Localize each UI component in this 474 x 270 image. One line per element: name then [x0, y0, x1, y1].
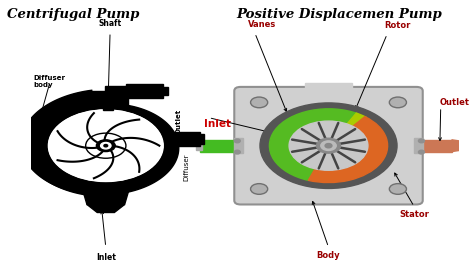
Circle shape	[49, 110, 163, 181]
Bar	[91, 91, 124, 96]
Circle shape	[317, 138, 340, 153]
Circle shape	[419, 139, 424, 143]
Text: Diffuser: Diffuser	[183, 153, 189, 181]
Text: Stator: Stator	[399, 210, 429, 219]
Text: Outlet: Outlet	[175, 109, 182, 134]
Text: Rotor: Rotor	[384, 21, 410, 30]
Text: Body: Body	[317, 251, 340, 260]
Circle shape	[234, 139, 240, 143]
Circle shape	[104, 144, 108, 147]
Text: Inlet: Inlet	[96, 252, 116, 262]
Circle shape	[48, 110, 163, 181]
Circle shape	[289, 121, 368, 170]
Bar	[103, 95, 113, 110]
Circle shape	[389, 97, 407, 108]
Text: Positive Displacemen Pump: Positive Displacemen Pump	[237, 8, 442, 21]
Polygon shape	[82, 188, 129, 204]
Circle shape	[49, 110, 163, 181]
Wedge shape	[308, 117, 388, 183]
Circle shape	[234, 150, 240, 154]
Circle shape	[325, 144, 332, 148]
Circle shape	[96, 140, 115, 151]
Bar	[234, 138, 243, 153]
Circle shape	[419, 150, 424, 154]
Polygon shape	[452, 140, 463, 151]
Circle shape	[39, 104, 172, 187]
Text: Diffuser
body: Diffuser body	[33, 75, 65, 88]
Bar	[414, 138, 423, 153]
Text: Inlet: Inlet	[204, 119, 231, 129]
Circle shape	[321, 141, 336, 150]
Circle shape	[251, 97, 268, 108]
Circle shape	[251, 184, 268, 194]
Circle shape	[260, 103, 397, 188]
Polygon shape	[87, 204, 125, 212]
Text: Vanes: Vanes	[248, 21, 277, 29]
Bar	[200, 140, 237, 151]
Polygon shape	[25, 95, 106, 197]
Bar	[163, 87, 168, 95]
Text: Shaft: Shaft	[99, 19, 122, 28]
Circle shape	[48, 110, 164, 182]
Bar	[127, 84, 163, 97]
Bar	[424, 140, 452, 151]
FancyBboxPatch shape	[234, 87, 423, 204]
Bar	[104, 86, 128, 106]
Bar	[199, 134, 204, 144]
Bar	[196, 141, 202, 150]
Circle shape	[389, 184, 407, 194]
Text: Outlet: Outlet	[440, 99, 470, 107]
Wedge shape	[328, 113, 366, 146]
Bar	[461, 143, 466, 149]
Polygon shape	[21, 90, 179, 195]
Bar	[305, 83, 352, 92]
Circle shape	[100, 143, 111, 149]
Wedge shape	[269, 109, 358, 180]
Bar	[168, 132, 200, 146]
Text: Centrifugal Pump: Centrifugal Pump	[8, 8, 140, 21]
